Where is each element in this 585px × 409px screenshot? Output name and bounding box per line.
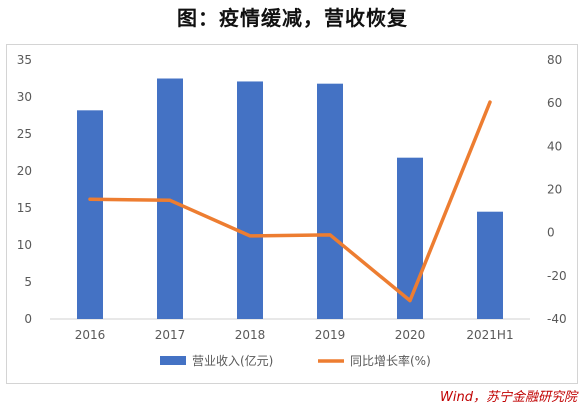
chart-title: 图：疫情缓减，营收恢复: [177, 6, 408, 30]
y-right-tick-label: -20: [547, 269, 567, 283]
line-point: [168, 198, 172, 202]
y-left-tick-label: 5: [24, 275, 32, 289]
x-tick-label: 2020: [395, 328, 426, 342]
x-tick-label: 2019: [315, 328, 346, 342]
growth-line: [88, 100, 492, 303]
y-right-tick-label: 60: [547, 96, 562, 110]
chart-frame: [6, 44, 578, 384]
x-tick-label: 2018: [235, 328, 266, 342]
y-left-tick-label: 15: [17, 201, 32, 215]
y-right-tick-label: 80: [547, 53, 562, 67]
legend-label-bar: 营业收入(亿元): [192, 353, 273, 368]
x-tick-label: 2016: [75, 328, 106, 342]
bar: [237, 81, 263, 320]
source-note: Wind，苏宁金融研究院: [440, 390, 577, 405]
legend-label-line: 同比增长率(%): [350, 353, 431, 368]
y-left-tick-label: 10: [17, 238, 32, 252]
line-point: [248, 234, 252, 238]
y-left-tick-label: 0: [24, 312, 32, 326]
y-right-tick-label: 40: [547, 139, 562, 153]
y-left-tick-label: 20: [17, 164, 32, 178]
y-left-tick-label: 30: [17, 90, 32, 104]
line-point: [488, 100, 492, 104]
line-point: [408, 299, 412, 303]
bar: [477, 211, 503, 319]
y-right-tick-label: 0: [547, 226, 555, 240]
y-left-tick-label: 25: [17, 127, 32, 141]
y-right-tick-label: 20: [547, 183, 562, 197]
x-tick-label: 2017: [155, 328, 186, 342]
legend-swatch-bar: [160, 356, 186, 365]
line-point: [328, 233, 332, 237]
line-point: [88, 197, 92, 201]
bar: [317, 83, 343, 320]
y-left-tick-label: 35: [17, 53, 32, 67]
y-right-tick-label: -40: [547, 312, 567, 326]
bar: [77, 110, 103, 319]
x-tick-label: 2021H1: [466, 328, 513, 342]
